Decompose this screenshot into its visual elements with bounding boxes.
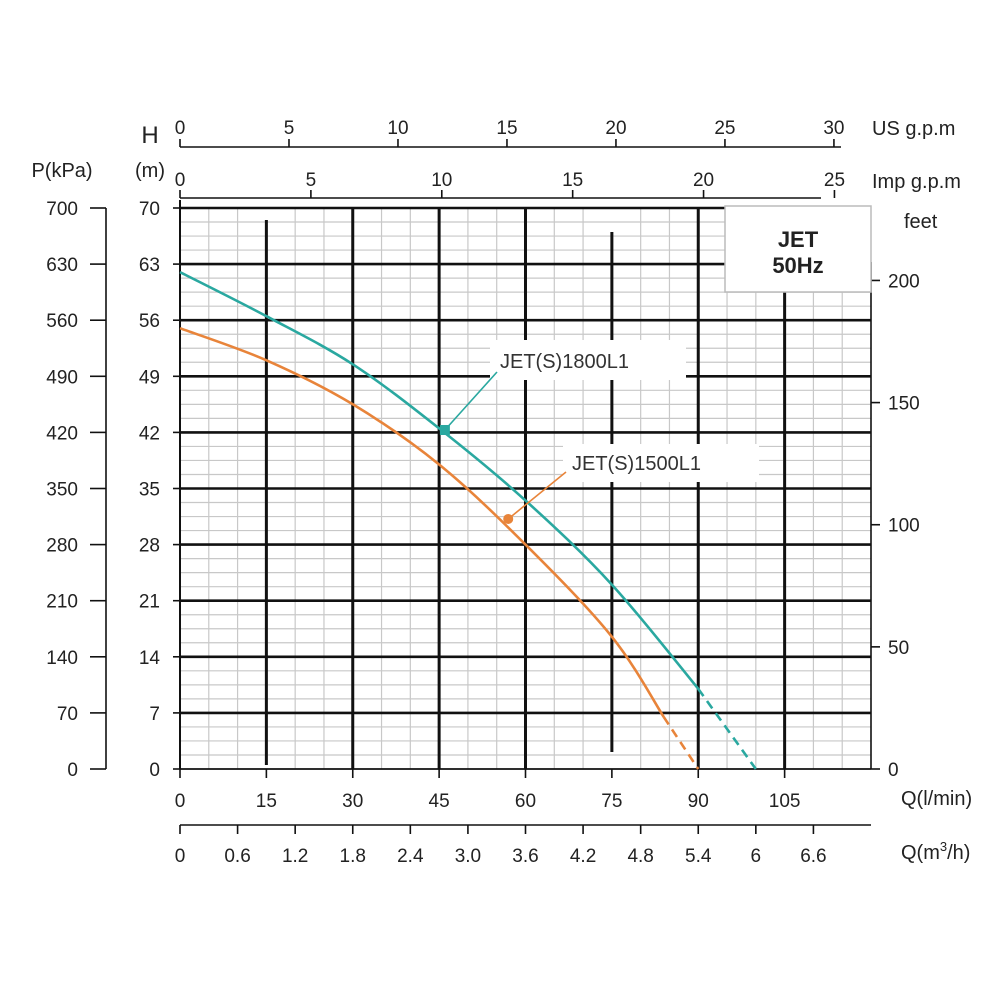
x-tick-label-m3h: 1.2 <box>282 846 308 867</box>
x-tick-label-imp-gpm: 10 <box>431 170 452 191</box>
axis-titles: H (m) P(kPa) feet US g.p.m Imp g.p.m Q(l… <box>31 118 972 864</box>
x-axis-m3h-title-suffix: /h) <box>947 842 970 864</box>
x-tick-label-us-gpm: 30 <box>823 118 844 139</box>
y-axis-m-letter: H <box>141 122 158 149</box>
x-axis-m3h-title-prefix: Q(m <box>901 842 940 864</box>
callout-bg-1800 <box>490 340 686 380</box>
y-tick-label-feet: 200 <box>888 271 920 292</box>
x-tick-label-lmin: 30 <box>342 791 363 812</box>
x-tick-label-imp-gpm: 0 <box>175 170 186 191</box>
y-tick-label-kpa: 210 <box>46 592 78 613</box>
y-tick-label-m: 28 <box>139 536 160 557</box>
x-tick-label-imp-gpm: 15 <box>562 170 583 191</box>
x-tick-label-us-gpm: 0 <box>175 118 186 139</box>
x-tick-label-m3h: 2.4 <box>397 846 424 867</box>
y-tick-label-kpa: 700 <box>46 199 78 220</box>
x-tick-label-imp-gpm: 5 <box>306 170 317 191</box>
y-tick-label-m: 56 <box>139 311 160 332</box>
y-tick-label-m: 14 <box>139 648 161 669</box>
y-tick-label-kpa: 0 <box>67 760 78 781</box>
chart-badge: JET 50Hz <box>724 205 872 293</box>
y-tick-label-feet: 150 <box>888 394 920 415</box>
x-tick-label-m3h: 6 <box>751 846 762 867</box>
x-tick-label-lmin: 60 <box>515 791 536 812</box>
tick-labels: 0714212835424956637007014021028035042049… <box>46 118 919 867</box>
y-axis-feet-title: feet <box>904 211 938 233</box>
y-tick-label-kpa: 490 <box>46 367 78 388</box>
x-tick-label-us-gpm: 25 <box>714 118 735 139</box>
y-tick-label-kpa: 280 <box>46 536 78 557</box>
x-tick-label-lmin: 75 <box>601 791 622 812</box>
x-axis-imp-gpm-title: Imp g.p.m <box>872 171 961 193</box>
x-tick-label-m3h: 0.6 <box>224 846 250 867</box>
x-axis-m3h-title-sup: 3 <box>940 839 947 854</box>
callout-label-1500: JET(S)1500L1 <box>572 453 701 475</box>
x-tick-label-lmin: 105 <box>769 791 801 812</box>
x-axis-m3h-title: Q(m3/h) <box>901 839 970 864</box>
x-tick-label-m3h: 1.8 <box>340 846 366 867</box>
x-tick-label-lmin: 90 <box>688 791 709 812</box>
x-tick-label-imp-gpm: 25 <box>824 170 845 191</box>
y-tick-label-m: 7 <box>149 704 160 725</box>
callout-bg-1500 <box>563 444 759 482</box>
x-tick-label-m3h: 3.6 <box>512 846 538 867</box>
y-tick-label-feet: 100 <box>888 516 920 537</box>
badge-line2: 50Hz <box>772 253 823 278</box>
x-axis-us-gpm-title: US g.p.m <box>872 118 955 140</box>
x-tick-label-lmin: 15 <box>256 791 277 812</box>
series-callouts: JET(S)1800L1 JET(S)1500L1 <box>444 340 759 520</box>
series-line-dashed <box>697 688 757 770</box>
axes <box>90 139 880 834</box>
series-line <box>179 326 665 718</box>
x-tick-label-imp-gpm: 20 <box>693 170 714 191</box>
series-line-dashed <box>662 716 700 770</box>
y-tick-label-feet: 0 <box>888 760 899 781</box>
y-tick-label-kpa: 560 <box>46 311 78 332</box>
callout-leader-line <box>507 471 567 520</box>
y-tick-label-kpa: 420 <box>46 423 78 444</box>
x-tick-label-m3h: 3.0 <box>455 846 481 867</box>
x-tick-label-m3h: 4.2 <box>570 846 596 867</box>
y-tick-label-m: 42 <box>139 423 160 444</box>
badge-box <box>724 205 872 293</box>
x-tick-label-m3h: 6.6 <box>800 846 826 867</box>
x-tick-label-m3h: 4.8 <box>627 846 653 867</box>
y-tick-label-kpa: 140 <box>46 648 78 669</box>
y-tick-label-feet: 50 <box>888 638 909 659</box>
y-tick-label-m: 0 <box>149 760 160 781</box>
x-axis-lmin-title: Q(l/min) <box>901 788 972 810</box>
y-tick-label-kpa: 350 <box>46 480 78 501</box>
x-tick-label-us-gpm: 15 <box>496 118 517 139</box>
x-tick-label-lmin: 0 <box>175 791 186 812</box>
callout-label-1800: JET(S)1800L1 <box>500 351 629 373</box>
y-tick-label-m: 70 <box>139 199 160 220</box>
x-tick-label-m3h: 0 <box>175 846 186 867</box>
y-tick-label-m: 35 <box>139 480 160 501</box>
y-tick-label-m: 63 <box>139 255 160 276</box>
y-tick-label-m: 21 <box>139 592 160 613</box>
y-tick-label-kpa: 630 <box>46 255 78 276</box>
x-tick-label-lmin: 45 <box>429 791 450 812</box>
x-tick-label-us-gpm: 10 <box>387 118 408 139</box>
x-tick-label-us-gpm: 20 <box>605 118 626 139</box>
y-axis-m-unit: (m) <box>135 160 165 182</box>
series-lines <box>179 270 757 770</box>
y-axis-kpa-title: P(kPa) <box>31 160 92 182</box>
x-tick-label-us-gpm: 5 <box>284 118 295 139</box>
callout-leader-line <box>444 371 498 431</box>
x-tick-label-m3h: 5.4 <box>685 846 712 867</box>
y-tick-label-m: 49 <box>139 367 160 388</box>
badge-line1: JET <box>778 227 819 252</box>
grid <box>180 206 871 769</box>
y-tick-label-kpa: 70 <box>57 704 78 725</box>
